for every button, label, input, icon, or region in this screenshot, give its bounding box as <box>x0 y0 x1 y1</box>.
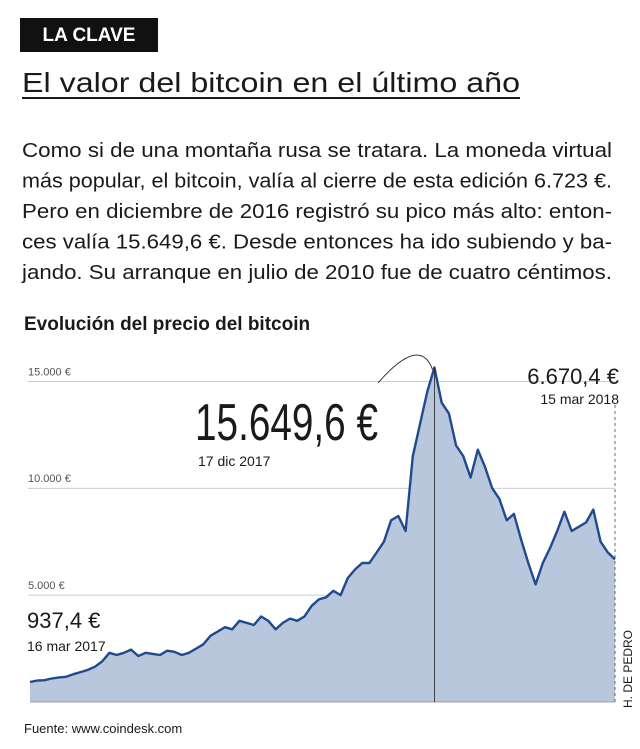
intro-line: ces valía 15.649,6 €. Desde entonces ha … <box>22 232 612 254</box>
chart-title: Evolución del precio del bitcoin <box>24 314 310 335</box>
source: Fuente: www.coindesk.com <box>24 721 182 736</box>
badge: LA CLAVE <box>43 25 136 46</box>
headline: El valor del bitcoin en el último año <box>22 67 520 98</box>
start-date: 16 mar 2017 <box>27 638 106 654</box>
plot: 5.000 € 10.000 € 15.000 € 937,4 € 16 mar 201… <box>27 354 619 703</box>
end-value: 6.670,4 € <box>527 364 619 389</box>
y-tick-label: 10.000 € <box>28 473 71 485</box>
line <box>29 366 616 684</box>
credit: H. DE PEDRO <box>621 630 635 708</box>
intro-line: jando. Su arranque en julio de 2010 fue … <box>21 262 612 284</box>
peak-date: 17 dic 2017 <box>198 453 271 469</box>
area <box>30 367 615 702</box>
peak-arc <box>377 354 433 384</box>
y-tick-label: 15.000 € <box>28 366 71 378</box>
intro-line: Pero en diciembre de 2016 registró su pi… <box>22 201 612 223</box>
end-date: 15 mar 2018 <box>540 391 619 407</box>
badge-box <box>20 18 158 52</box>
peak-value: 15.649,6 € <box>195 394 378 452</box>
y-tick-label: 5.000 € <box>28 580 65 592</box>
intro-line: Como si de una montaña rusa se tratara. … <box>22 140 612 162</box>
intro: Como si de una montaña rusa se tratara. … <box>21 140 612 284</box>
start-value: 937,4 € <box>27 608 100 633</box>
intro-line: más popular, el bitcoin, valía al cierre… <box>22 171 612 193</box>
